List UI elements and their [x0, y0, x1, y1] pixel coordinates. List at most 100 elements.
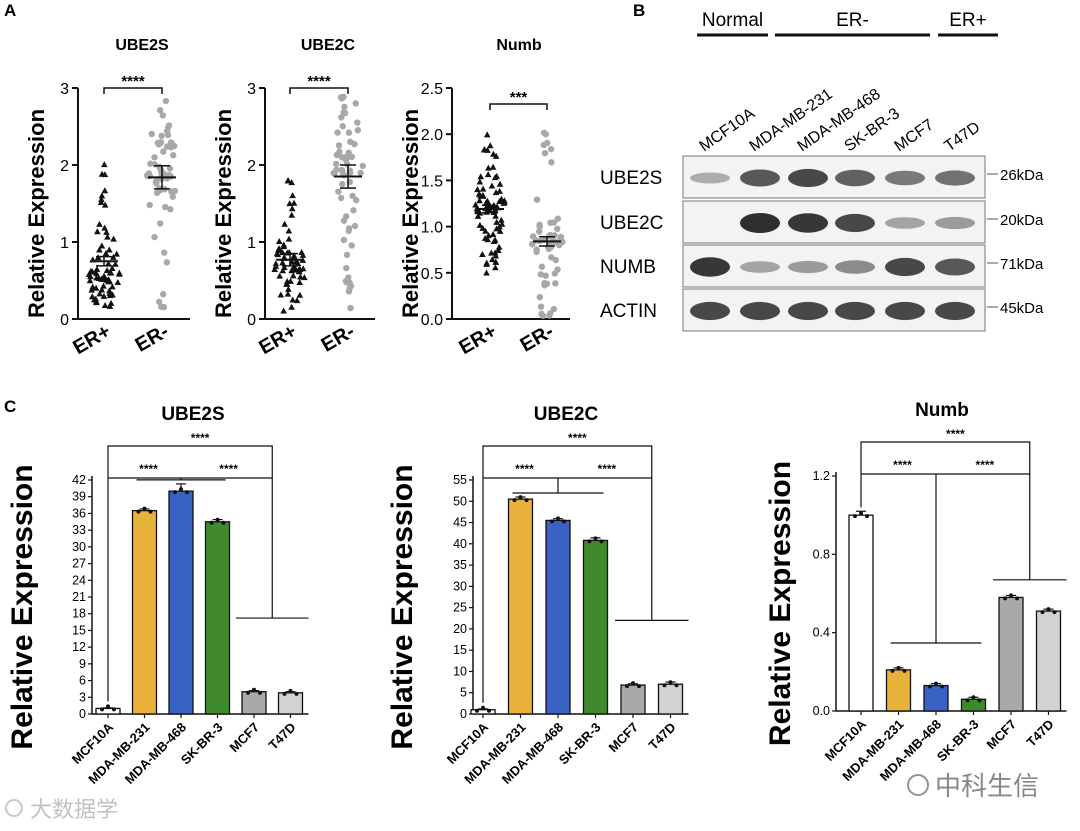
panel-label-a: A: [4, 1, 16, 20]
data-point-ER+: [105, 276, 112, 283]
data-point-ER-: [349, 192, 356, 200]
significance-label: ****: [976, 458, 995, 472]
data-point-ER-: [546, 312, 553, 319]
data-point-ER-: [554, 225, 561, 233]
data-point-ER+: [492, 252, 500, 259]
data-point-ER-: [159, 291, 167, 298]
y-tick-label: 1.2: [813, 469, 830, 483]
replicate-dot: [512, 498, 517, 503]
data-point-ER+: [481, 146, 489, 153]
data-point-ER+: [290, 252, 298, 259]
data-point-ER+: [490, 150, 497, 157]
y-tick-label: 0.4: [813, 626, 830, 640]
data-point-ER+: [287, 277, 294, 284]
replicate-dot: [1009, 593, 1013, 598]
data-point-ER-: [540, 141, 548, 149]
y-tick-label: 2.5: [421, 81, 443, 98]
data-point-ER-: [156, 107, 164, 114]
data-point-ER+: [476, 221, 484, 228]
data-point-ER+: [276, 272, 283, 279]
data-point-ER+: [489, 256, 496, 263]
x-tick-label: ER-: [132, 320, 173, 356]
data-point-ER+: [279, 267, 287, 274]
data-point-ER+: [496, 187, 503, 194]
data-point-ER+: [492, 212, 499, 219]
data-point-ER+: [490, 237, 498, 244]
y-tick-label: 45: [453, 516, 467, 530]
data-point-ER+: [103, 266, 111, 273]
data-point-ER+: [280, 307, 287, 314]
data-point-ER+: [285, 227, 293, 234]
replicate-dot: [593, 536, 598, 541]
data-point-ER-: [148, 130, 156, 138]
replicate-dot: [246, 690, 250, 695]
replicate-dot: [215, 517, 220, 522]
data-point-ER+: [116, 269, 123, 276]
data-point-ER+: [102, 250, 110, 257]
data-point-ER+: [301, 274, 308, 281]
data-point-ER+: [100, 273, 108, 280]
significance-bracket: [489, 103, 548, 110]
data-point-ER+: [97, 199, 105, 206]
data-point-ER+: [93, 265, 101, 272]
data-point-ER-: [162, 203, 169, 211]
data-point-ER+: [474, 212, 482, 219]
y-tick-label: 5: [460, 686, 467, 700]
y-tick-label: 36: [72, 506, 86, 520]
data-point-ER-: [552, 256, 559, 264]
data-point-ER+: [113, 250, 120, 257]
chart-title: UBE2C: [301, 37, 356, 54]
bar: [277, 692, 304, 715]
data-point-ER+: [496, 223, 503, 230]
lane-label: MDA-MB-231: [747, 86, 836, 156]
data-point-ER-: [340, 236, 348, 244]
data-point-ER-: [338, 114, 345, 121]
data-point-ER-: [538, 263, 546, 270]
bar: [131, 509, 158, 715]
y-tick-label: 0.0: [813, 704, 830, 718]
y-tick-label: 30: [72, 540, 86, 554]
replicate-dot: [668, 680, 673, 685]
replicate-dot: [674, 683, 679, 688]
data-point-ER-: [343, 264, 350, 272]
replicate-dot: [859, 511, 863, 516]
data-point-ER-: [153, 189, 161, 197]
blot-band: [935, 301, 975, 321]
replicate-dot: [1046, 607, 1051, 612]
y-tick-label: 20: [453, 622, 467, 636]
data-point-ER+: [298, 248, 305, 255]
y-tick-label: 25: [453, 601, 467, 615]
data-point-ER+: [479, 185, 487, 192]
replicate-dot: [252, 687, 256, 692]
y-tick-label: 33: [72, 523, 86, 537]
protein-label: ACTIN: [600, 301, 657, 322]
data-point-ER-: [347, 138, 354, 145]
panel-label-b: B: [633, 1, 645, 20]
lane-label: MCF10A: [697, 105, 759, 155]
significance-line: [482, 445, 653, 703]
blot-band: [935, 170, 975, 186]
data-point-ER+: [483, 259, 491, 266]
data-point-ER-: [547, 219, 554, 226]
x-tick-label: ER+: [69, 320, 114, 359]
data-point-ER+: [98, 242, 106, 249]
data-point-ER+: [495, 243, 503, 250]
significance-label: ****: [139, 462, 158, 476]
data-point-ER+: [489, 163, 497, 170]
replicate-dot: [258, 690, 262, 695]
blot-band: [690, 257, 730, 277]
data-point-ER+: [101, 302, 109, 309]
data-point-ER-: [163, 127, 171, 135]
bar: [998, 596, 1024, 712]
blot-strip: [682, 155, 986, 199]
y-tick-label: 1: [60, 235, 69, 252]
data-point-ER+: [100, 292, 108, 299]
data-point-ER-: [331, 170, 338, 177]
data-point-ER-: [151, 154, 158, 161]
data-point-ER-: [153, 180, 160, 187]
bar: [204, 521, 231, 715]
data-point-ER+: [297, 273, 304, 280]
y-tick-label: 15: [453, 643, 467, 657]
significance-label: ****: [946, 427, 965, 441]
